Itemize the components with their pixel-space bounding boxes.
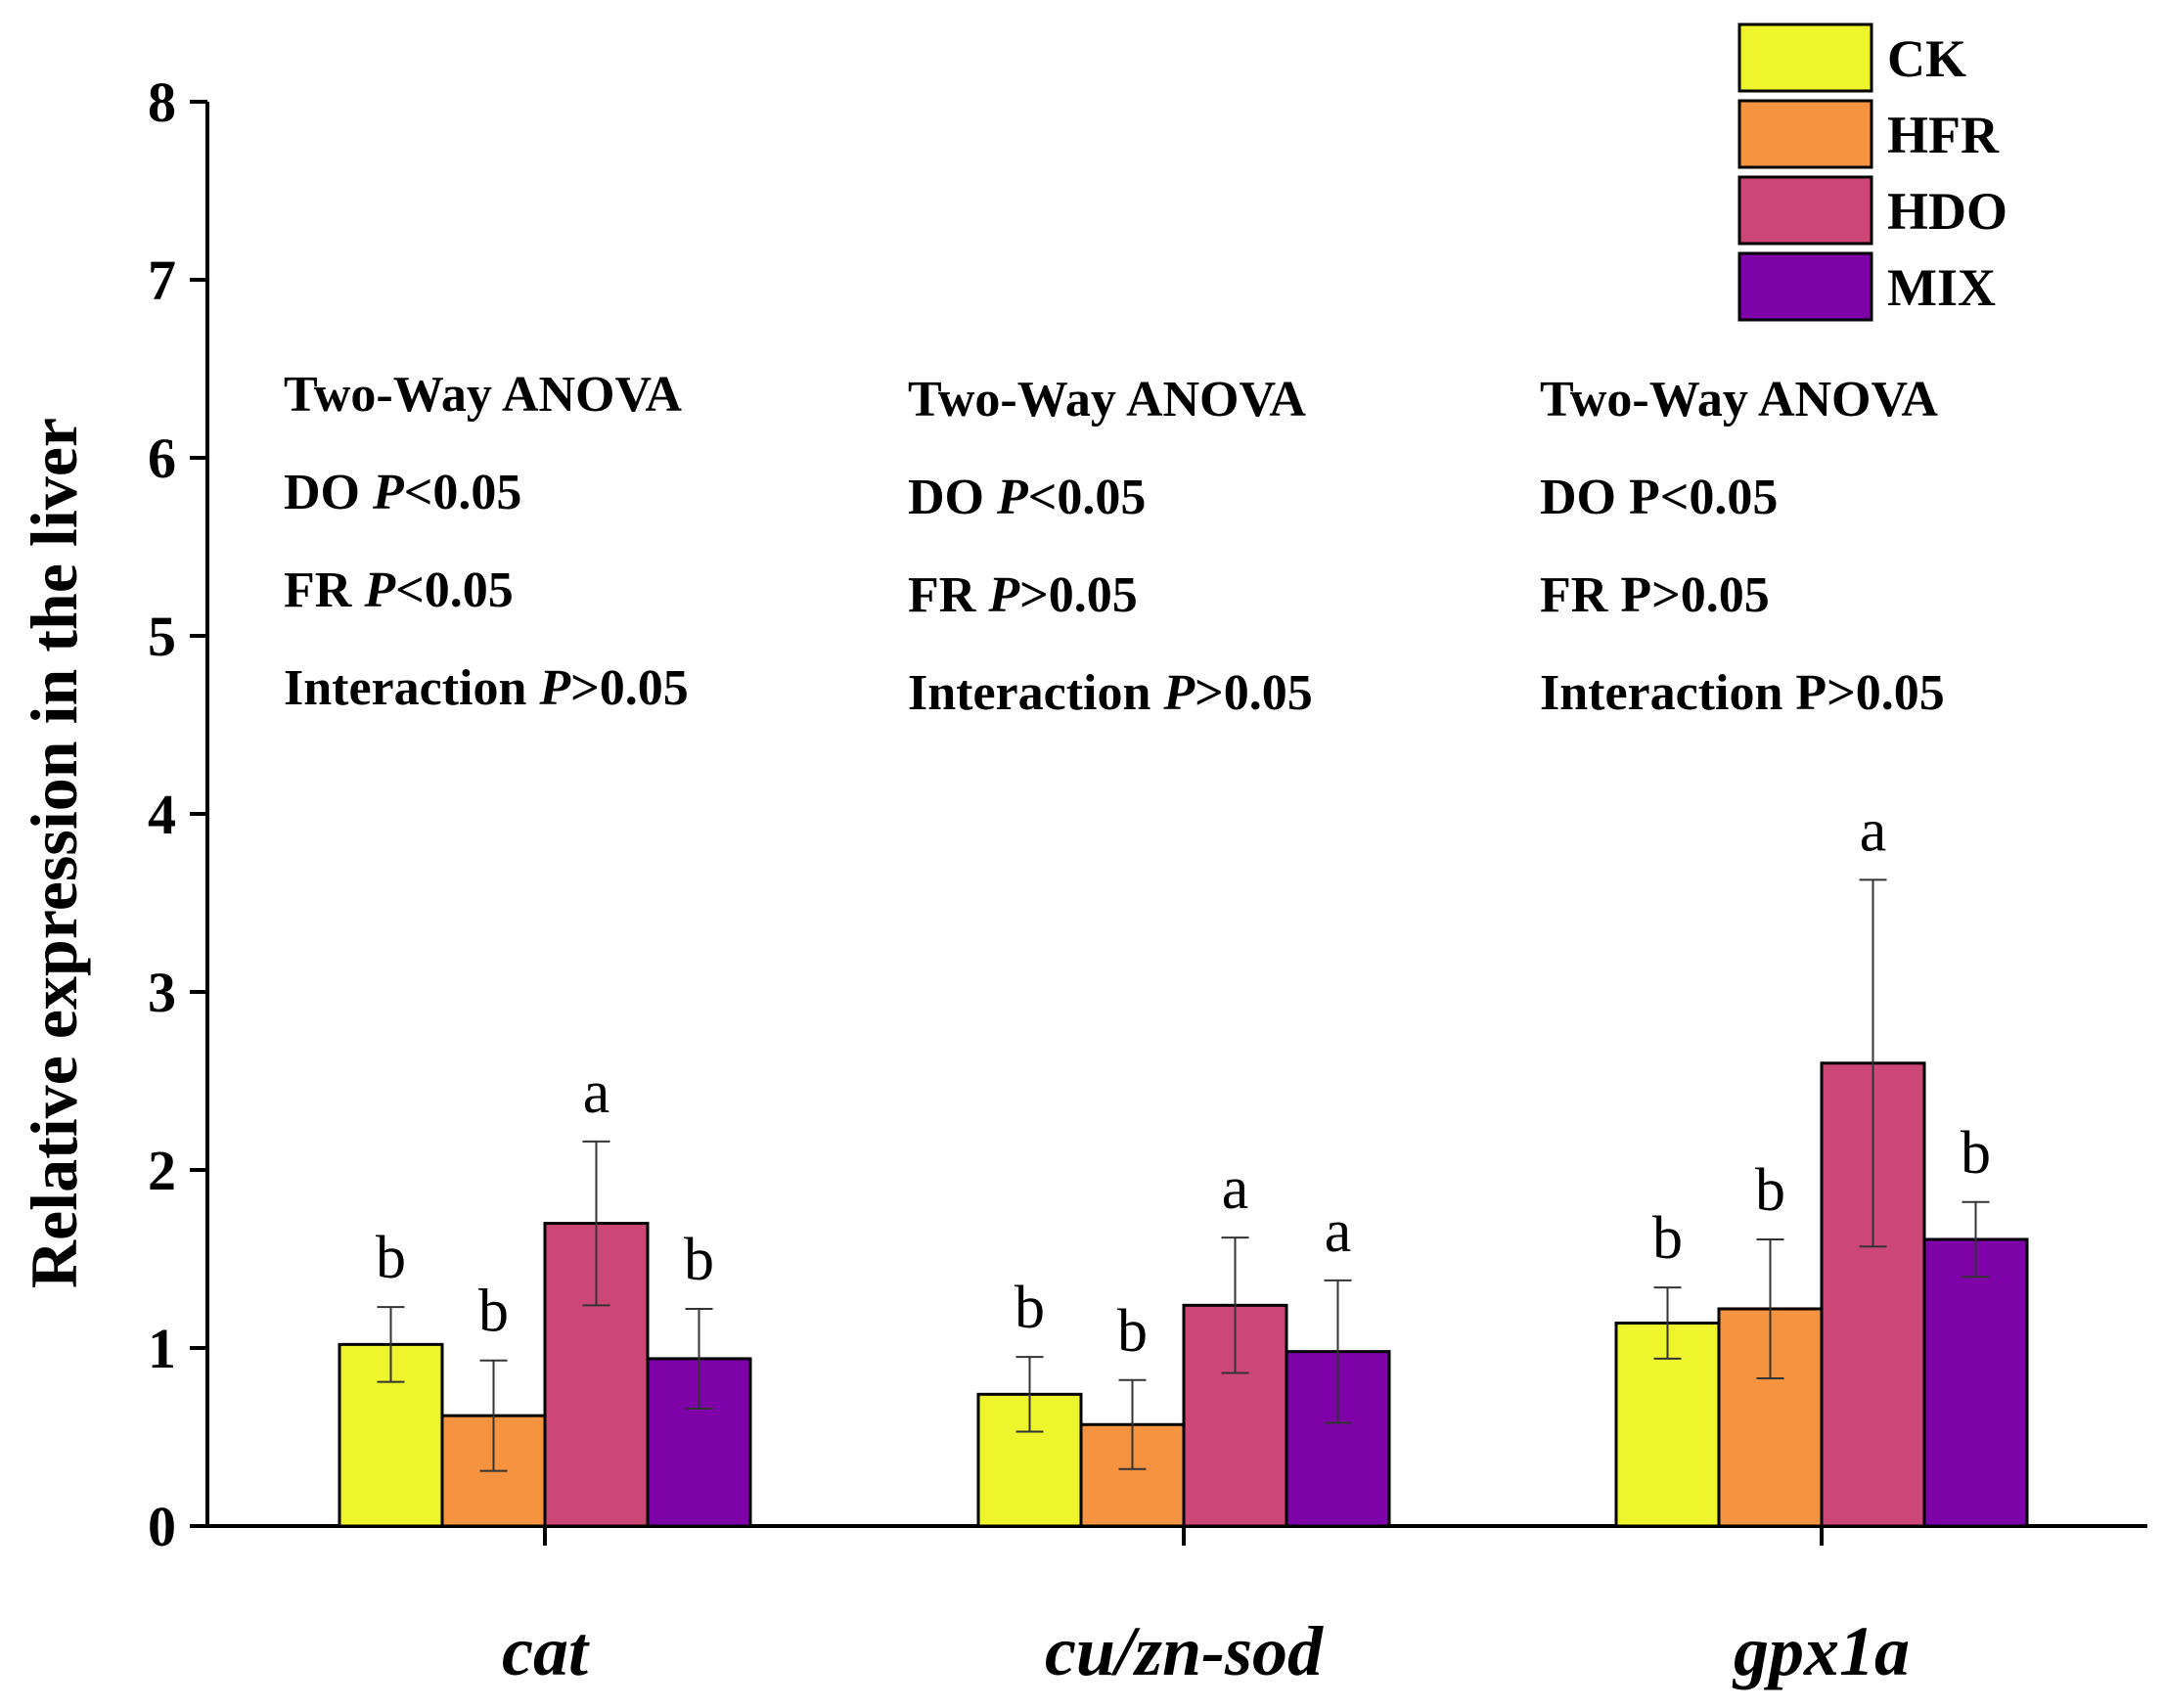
anova-result-line: DO P<0.05 [1540,470,1778,525]
significance-letter: b [1652,1205,1683,1272]
anova-result-line: FR P>0.05 [908,567,1138,623]
y-tick-label: 7 [148,248,176,312]
anova-result-line: Interaction P>0.05 [908,665,1313,721]
legend-swatch [1737,99,1873,169]
y-tick-label: 8 [148,70,176,134]
significance-letter: a [1860,797,1887,864]
y-tick-label: 6 [148,427,176,490]
y-tick-label: 5 [148,605,176,668]
x-category-label: gpx1a [1732,1612,1910,1690]
x-category-label: cu/zn-sod [1045,1612,1324,1690]
significance-letter: b [1755,1157,1785,1224]
anova-result-line: Interaction P>0.05 [1540,665,1945,721]
significance-letter: b [478,1279,509,1345]
legend-swatch [1737,251,1873,322]
significance-letter: b [1015,1275,1045,1341]
legend-label: HFR [1887,106,2000,164]
bar [1922,1237,2029,1528]
legend-swatch [1737,175,1873,246]
x-category-label: cat [502,1612,590,1690]
anova-result-line: Interaction P>0.05 [284,660,689,716]
legend-swatch [1737,22,1873,93]
significance-letter: b [684,1227,714,1293]
significance-letter: a [1325,1198,1352,1265]
y-tick-label: 2 [148,1139,176,1202]
anova-title: Two-Way ANOVA [284,367,682,423]
anova-result-line: FR P<0.05 [284,562,514,618]
y-tick-label: 4 [148,783,176,846]
significance-letter: b [1117,1298,1148,1365]
anova-result-line: DO P<0.05 [908,470,1146,525]
significance-letter: a [583,1059,610,1126]
significance-letter: b [376,1225,406,1291]
y-axis-label: Relative expression in the liver [17,418,91,1288]
y-tick-label: 0 [148,1495,176,1558]
y-tick-label: 3 [148,961,176,1024]
anova-title: Two-Way ANOVA [1540,372,1938,427]
legend-label: MIX [1887,258,1996,317]
y-tick-label: 1 [148,1317,176,1380]
anova-result-line: DO P<0.05 [284,465,521,520]
legend-label: HDO [1887,182,2007,241]
legend-label: CK [1887,29,1966,88]
significance-letter: b [1961,1120,1991,1187]
anova-title: Two-Way ANOVA [908,372,1306,427]
anova-result-line: FR P>0.05 [1540,567,1770,623]
significance-letter: a [1222,1155,1249,1222]
